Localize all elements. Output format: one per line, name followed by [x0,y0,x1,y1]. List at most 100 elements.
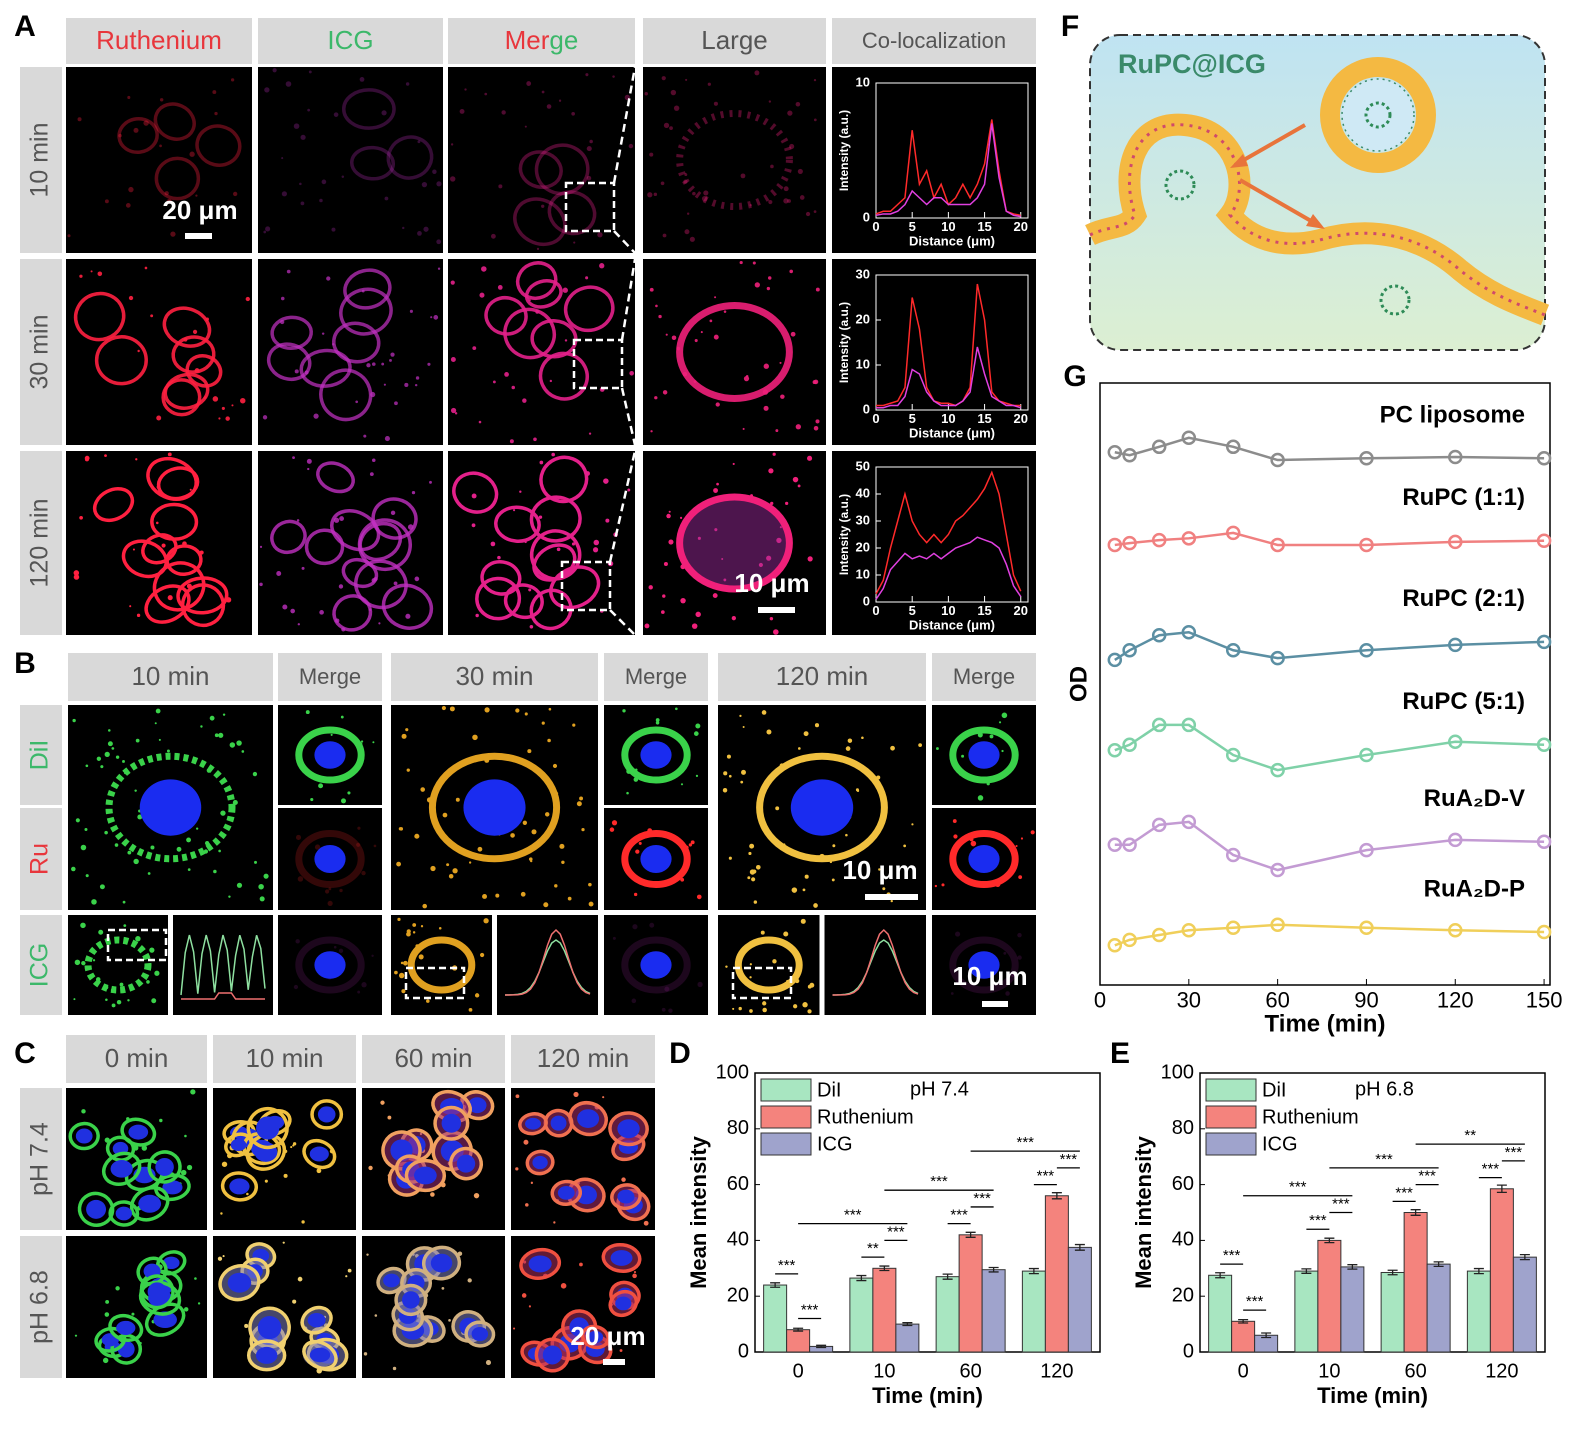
significance-label: *** [930,1173,948,1190]
data-point [1107,444,1123,460]
bar [849,1277,874,1353]
image-speck [313,413,319,419]
series-line [1114,531,1545,547]
image-speck [647,192,653,198]
image-speck [700,331,703,334]
image-speck [374,1314,378,1317]
cell-membrane [146,456,198,501]
image-speck [325,889,330,894]
image-speck [328,887,332,891]
image-speck [452,868,458,874]
image-speck [731,616,736,621]
plot-frame [875,274,1029,411]
y-tick-label: 60 [1172,1173,1194,1195]
cell-membrane [357,518,413,572]
image-speck [418,954,424,960]
zoom-box [564,181,616,233]
image-speck [800,918,806,924]
cell-membrane [503,307,557,360]
image-speck [390,510,396,516]
image-speck [649,287,654,292]
image-speck [495,893,500,898]
image-speck [176,846,182,852]
image-speck [401,733,407,739]
image-speck [691,623,698,629]
cell-membrane [563,285,615,333]
image-speck [701,195,708,202]
cell-membrane [568,1100,609,1137]
image-speck [244,1323,249,1329]
image-speck [797,747,801,750]
membrane-heads [1089,123,1546,317]
image-speck [815,287,820,292]
image-speck [654,396,658,400]
nucleus [230,1138,247,1152]
image-speck [436,181,442,187]
image-speck [564,339,568,342]
bar [786,1329,811,1353]
data-point [1359,537,1374,553]
nucleus [968,844,1000,874]
image-speck [409,309,413,313]
image-speck [479,952,485,958]
image-speck [405,728,409,732]
image-speck [512,1327,516,1330]
header-cell [932,653,1036,701]
image-speck [627,488,631,492]
image-speck [404,382,409,388]
error-bar [1519,1253,1530,1261]
image-speck [611,820,618,826]
image-speck [644,92,648,96]
image-speck [754,282,760,288]
image-speck [149,947,155,953]
y-tick-label: 80 [1172,1117,1194,1139]
nucleus [162,1256,180,1270]
image-speck [809,982,815,988]
image-speck [561,860,565,865]
arrow-head [1306,214,1325,229]
plot-frame [754,1072,1101,1353]
image-speck [378,622,381,625]
image-speck [294,369,299,374]
image-speck [663,561,668,566]
row-header: DiI [26,740,54,771]
chart-subtitle: pH 7.4 [910,1078,969,1100]
image-speck [71,866,76,872]
image-speck [1003,951,1007,955]
image-speck [686,212,690,215]
legend-label: ICG [1262,1133,1298,1155]
image-speck [295,939,300,944]
image-speck [751,877,756,882]
series-line [1114,436,1545,462]
x-tick-label: 0 [793,1360,804,1382]
image-speck [437,267,441,270]
data-point [1225,643,1241,658]
image-speck [401,989,406,994]
image-speck [790,331,796,337]
bar [1317,1239,1342,1353]
image-speck [455,797,460,802]
image-speck [75,818,80,823]
image-speck [230,78,235,82]
trace-image [173,915,273,1015]
data-point [1359,643,1374,658]
cell-membrane [503,583,544,620]
image-speck [359,77,365,82]
cell-membrane [610,1183,642,1211]
image-speck [515,708,520,713]
series-line [1114,820,1545,872]
cell-membrane [949,726,1019,784]
series-label: RuA₂D-V [1424,785,1525,812]
nucleus [456,1154,476,1173]
image-speck [878,868,881,871]
cell-membrane [246,1106,289,1150]
image-speck [571,111,575,116]
data-point [1122,447,1137,463]
data-point [1122,932,1137,948]
data-point [1359,747,1374,763]
image-speck [98,929,104,935]
cell-membrane [299,348,352,388]
image-speck [232,799,238,806]
data-point [1359,451,1374,466]
